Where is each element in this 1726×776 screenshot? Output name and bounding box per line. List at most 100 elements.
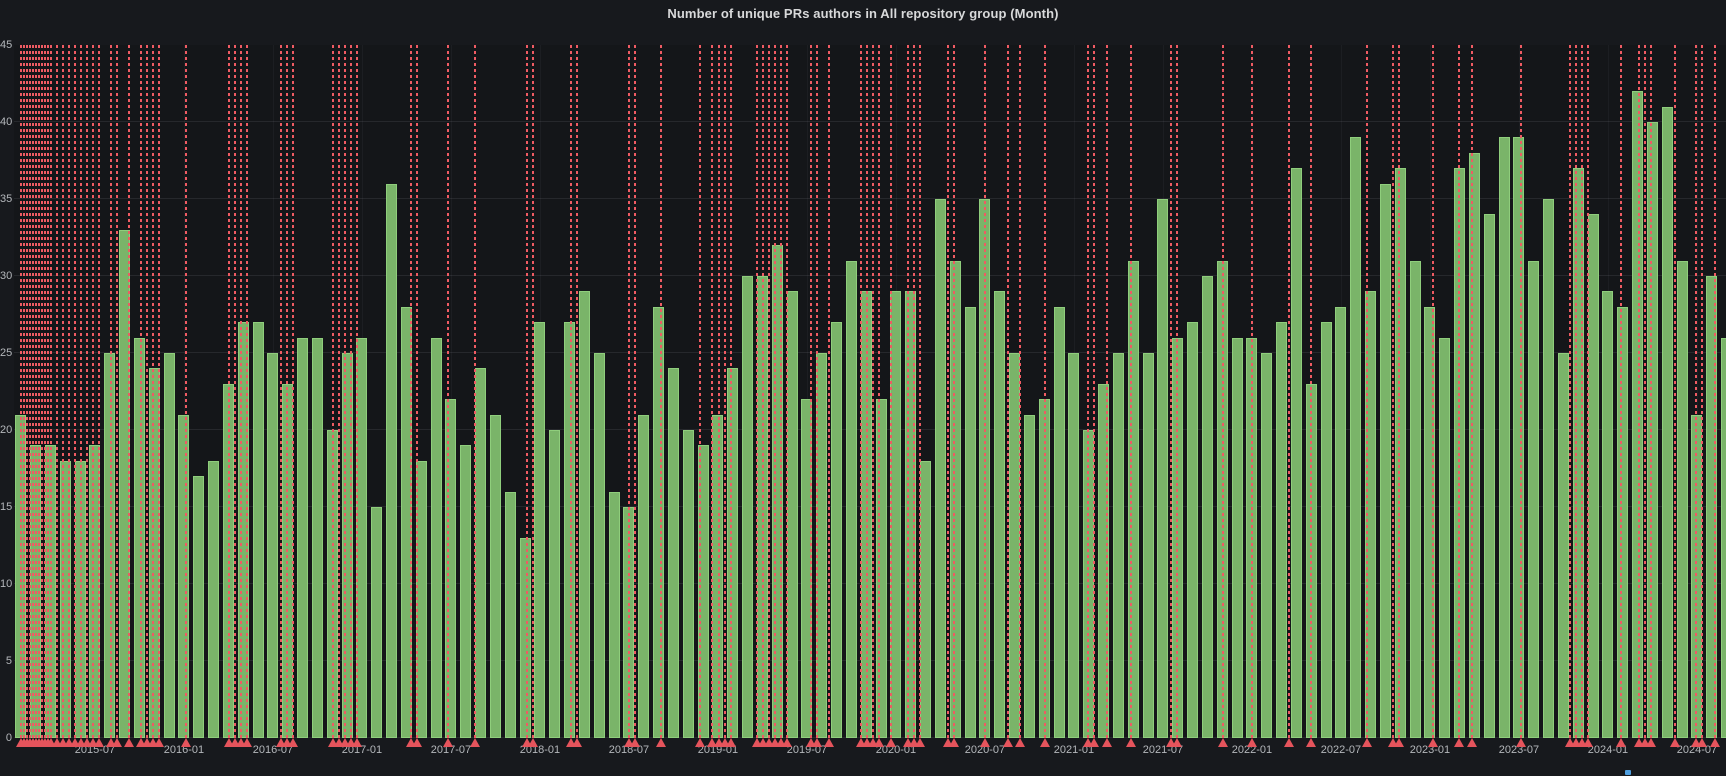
bar-2021-05[interactable] xyxy=(1127,260,1139,738)
annotation-marker-icon[interactable] xyxy=(1089,738,1099,747)
bar-2015-05[interactable] xyxy=(59,460,71,738)
annotation-marker-icon[interactable] xyxy=(340,738,350,747)
bar-2021-07[interactable] xyxy=(1157,199,1169,738)
bar-2021-06[interactable] xyxy=(1142,353,1154,738)
annotation-marker-icon[interactable] xyxy=(572,738,582,747)
bar-2018-05[interactable] xyxy=(593,353,605,738)
bar-2024-05[interactable] xyxy=(1661,106,1673,738)
annotation-marker-icon[interactable] xyxy=(1516,738,1526,747)
bar-2018-10[interactable] xyxy=(667,368,679,738)
annotation-marker-icon[interactable] xyxy=(106,738,116,747)
bar-2017-09[interactable] xyxy=(475,368,487,738)
annotation-marker-icon[interactable] xyxy=(1394,738,1404,747)
annotation-marker-icon[interactable] xyxy=(346,738,356,747)
annotation-marker-icon[interactable] xyxy=(1003,738,1013,747)
bar-2015-08[interactable] xyxy=(104,353,116,738)
bar-2019-05[interactable] xyxy=(771,245,783,738)
annotation-marker-icon[interactable] xyxy=(528,738,538,747)
bar-2018-06[interactable] xyxy=(608,491,620,738)
bar-2022-12[interactable] xyxy=(1409,260,1421,738)
bar-2017-10[interactable] xyxy=(489,414,501,738)
annotation-marker-icon[interactable] xyxy=(776,738,786,747)
annotation-marker-icon[interactable] xyxy=(1565,738,1575,747)
bar-2024-02[interactable] xyxy=(1617,306,1629,738)
bar-2017-12[interactable] xyxy=(519,537,531,738)
annotation-marker-icon[interactable] xyxy=(1640,738,1650,747)
bar-2023-05[interactable] xyxy=(1483,214,1495,738)
bar-2022-04[interactable] xyxy=(1290,168,1302,738)
annotation-marker-icon[interactable] xyxy=(903,738,913,747)
annotation-marker-icon[interactable] xyxy=(856,738,866,747)
bar-2024-09[interactable] xyxy=(1721,337,1726,738)
annotation-marker-icon[interactable] xyxy=(1284,738,1294,747)
annotation-marker-icon[interactable] xyxy=(412,738,422,747)
bar-2018-01[interactable] xyxy=(534,322,546,738)
bar-2022-03[interactable] xyxy=(1276,322,1288,738)
annotation-marker-icon[interactable] xyxy=(136,738,146,747)
bar-2016-01[interactable] xyxy=(178,414,190,738)
annotation-marker-icon[interactable] xyxy=(154,738,164,747)
annotation-marker-icon[interactable] xyxy=(334,738,344,747)
annotation-marker-icon[interactable] xyxy=(124,738,134,747)
bar-2021-04[interactable] xyxy=(1112,353,1124,738)
bar-2020-08[interactable] xyxy=(994,291,1006,738)
annotation-marker-icon[interactable] xyxy=(806,738,816,747)
annotation-marker-icon[interactable] xyxy=(1577,738,1587,747)
annotation-marker-icon[interactable] xyxy=(1126,738,1136,747)
annotation-marker-icon[interactable] xyxy=(656,738,666,747)
annotation-marker-icon[interactable] xyxy=(758,738,768,747)
plot-area[interactable] xyxy=(14,45,1726,738)
annotation-marker-icon[interactable] xyxy=(282,738,292,747)
bar-2020-03[interactable] xyxy=(920,460,932,738)
annotation-marker-icon[interactable] xyxy=(46,738,56,747)
bar-2016-06[interactable] xyxy=(252,322,264,738)
bar-2023-08[interactable] xyxy=(1528,260,1540,738)
annotation-marker-icon[interactable] xyxy=(726,738,736,747)
bar-2022-02[interactable] xyxy=(1261,353,1273,738)
bar-2018-03[interactable] xyxy=(564,322,576,738)
bar-2022-11[interactable] xyxy=(1394,168,1406,738)
annotation-marker-icon[interactable] xyxy=(288,738,298,747)
annotation-marker-icon[interactable] xyxy=(276,738,286,747)
bar-2022-06[interactable] xyxy=(1320,322,1332,738)
bar-2016-03[interactable] xyxy=(208,460,220,738)
annotation-marker-icon[interactable] xyxy=(1166,738,1176,747)
annotation-marker-icon[interactable] xyxy=(886,738,896,747)
bar-2018-12[interactable] xyxy=(697,445,709,738)
annotation-marker-icon[interactable] xyxy=(943,738,953,747)
bar-2024-03[interactable] xyxy=(1632,91,1644,738)
annotation-marker-icon[interactable] xyxy=(236,738,246,747)
annotation-marker-icon[interactable] xyxy=(1388,738,1398,747)
bar-2018-09[interactable] xyxy=(653,306,665,738)
annotation-marker-icon[interactable] xyxy=(181,738,191,747)
annotation-marker-icon[interactable] xyxy=(88,738,98,747)
bar-2023-12[interactable] xyxy=(1587,214,1599,738)
bar-2021-01[interactable] xyxy=(1068,353,1080,738)
annotation-marker-icon[interactable] xyxy=(1172,738,1182,747)
bar-2016-05[interactable] xyxy=(237,322,249,738)
annotation-marker-icon[interactable] xyxy=(1454,738,1464,747)
annotation-marker-icon[interactable] xyxy=(720,738,730,747)
bar-2016-09[interactable] xyxy=(297,337,309,738)
annotation-marker-icon[interactable] xyxy=(980,738,990,747)
annotation-marker-icon[interactable] xyxy=(148,738,158,747)
bar-2020-01[interactable] xyxy=(890,291,902,738)
bar-2021-03[interactable] xyxy=(1098,383,1110,738)
bar-2016-10[interactable] xyxy=(311,337,323,738)
annotation-marker-icon[interactable] xyxy=(764,738,774,747)
bar-2017-01[interactable] xyxy=(356,337,368,738)
annotation-marker-icon[interactable] xyxy=(1467,738,1477,747)
annotation-marker-icon[interactable] xyxy=(112,738,122,747)
bar-2023-01[interactable] xyxy=(1424,306,1436,738)
bar-2023-09[interactable] xyxy=(1543,199,1555,738)
annotation-marker-icon[interactable] xyxy=(82,738,92,747)
annotation-marker-icon[interactable] xyxy=(630,738,640,747)
annotation-marker-icon[interactable] xyxy=(868,738,878,747)
bar-2017-07[interactable] xyxy=(445,399,457,738)
bar-2022-08[interactable] xyxy=(1350,137,1362,738)
annotation-marker-icon[interactable] xyxy=(522,738,532,747)
bar-2024-06[interactable] xyxy=(1676,260,1688,738)
bar-2019-02[interactable] xyxy=(727,368,739,738)
annotation-marker-icon[interactable] xyxy=(770,738,780,747)
bar-2019-03[interactable] xyxy=(742,276,754,738)
